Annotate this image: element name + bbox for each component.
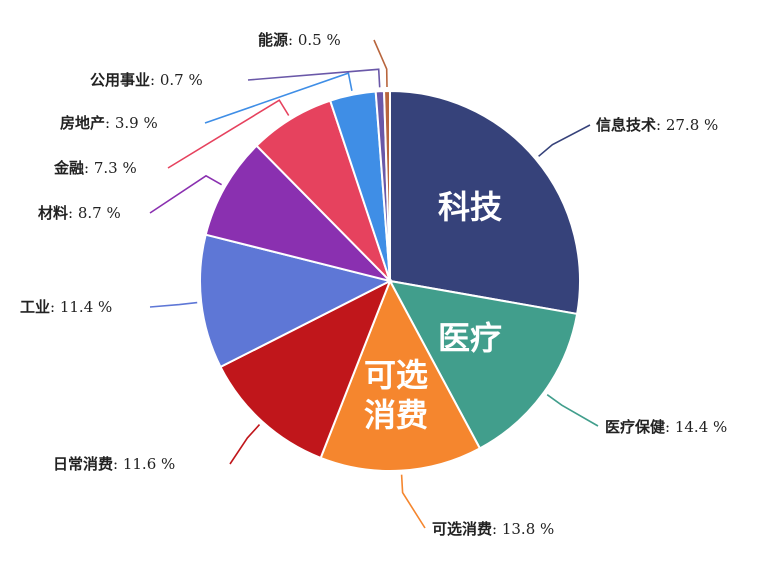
slice-label-name: 公用事业 xyxy=(90,71,150,89)
slice-label-4: 工业: 11.4 % xyxy=(20,298,112,316)
slice-label-name: 能源 xyxy=(258,31,288,49)
leader-line-4 xyxy=(149,301,198,308)
leader-line-3 xyxy=(229,424,261,465)
pie-slice-0 xyxy=(389,89,581,316)
slice-labels: 信息技术: 27.8 %医疗保健: 14.4 %可选消费: 13.8 %日常消费… xyxy=(20,31,727,538)
leader-line-1 xyxy=(546,394,599,427)
pie-slice-2 xyxy=(319,278,482,472)
category-annotations: 科技 医疗 可选 消费 xyxy=(364,188,502,434)
leader-line-8 xyxy=(247,68,381,88)
annotation-discretionary-1: 可选 xyxy=(364,356,428,394)
slice-label-name: 房地产 xyxy=(60,114,105,132)
slice-label-value: : 11.6 % xyxy=(113,455,175,473)
annotation-discretionary-2: 消费 xyxy=(364,396,428,434)
leader-lines xyxy=(149,39,599,529)
slice-label-name: 材料 xyxy=(38,204,68,222)
pie-slice-4 xyxy=(199,233,393,369)
slice-label-value: : 8.7 % xyxy=(68,204,121,222)
annotation-healthcare: 医疗 xyxy=(438,319,502,357)
slice-label-value: : 13.8 % xyxy=(492,520,554,538)
pie-slice-1 xyxy=(388,279,579,450)
slice-label-value: : 0.5 % xyxy=(288,31,341,49)
pie-slice-3 xyxy=(219,278,392,460)
slice-label-value: : 3.9 % xyxy=(105,114,158,132)
annotation-tech: 科技 xyxy=(438,188,502,226)
leader-line-9 xyxy=(373,39,388,88)
slice-label-2: 可选消费: 13.8 % xyxy=(432,520,554,538)
pie-slice-5 xyxy=(204,144,394,283)
slice-label-name: 可选消费 xyxy=(432,520,492,538)
slice-label-value: : 11.4 % xyxy=(50,298,112,316)
slice-label-value: : 14.4 % xyxy=(665,418,727,436)
pie-slices xyxy=(199,89,581,472)
leader-line-0 xyxy=(538,124,591,157)
slice-label-3: 日常消费: 11.6 % xyxy=(53,455,175,473)
slice-label-name: 工业 xyxy=(20,298,50,316)
slice-label-7: 房地产: 3.9 % xyxy=(60,114,158,132)
slice-label-name: 日常消费 xyxy=(53,455,113,473)
slice-label-6: 金融: 7.3 % xyxy=(53,159,137,177)
slice-label-9: 能源: 0.5 % xyxy=(258,31,341,49)
slice-label-name: 信息技术 xyxy=(596,116,656,134)
slice-label-8: 公用事业: 0.7 % xyxy=(90,71,203,89)
slice-label-0: 信息技术: 27.8 % xyxy=(596,116,718,134)
pie-slice-9 xyxy=(383,89,391,282)
slice-label-value: : 27.8 % xyxy=(656,116,718,134)
leader-line-7 xyxy=(204,72,353,124)
slice-label-name: 医疗保健 xyxy=(605,418,665,436)
leader-line-5 xyxy=(149,174,222,214)
slice-label-5: 材料: 8.7 % xyxy=(38,204,121,222)
leader-line-6 xyxy=(167,99,290,169)
slice-label-value: : 7.3 % xyxy=(84,159,137,177)
leader-line-2 xyxy=(400,474,426,529)
slice-label-1: 医疗保健: 14.4 % xyxy=(605,418,727,436)
slice-label-value: : 0.7 % xyxy=(150,71,203,89)
slice-label-name: 金融 xyxy=(53,159,84,177)
